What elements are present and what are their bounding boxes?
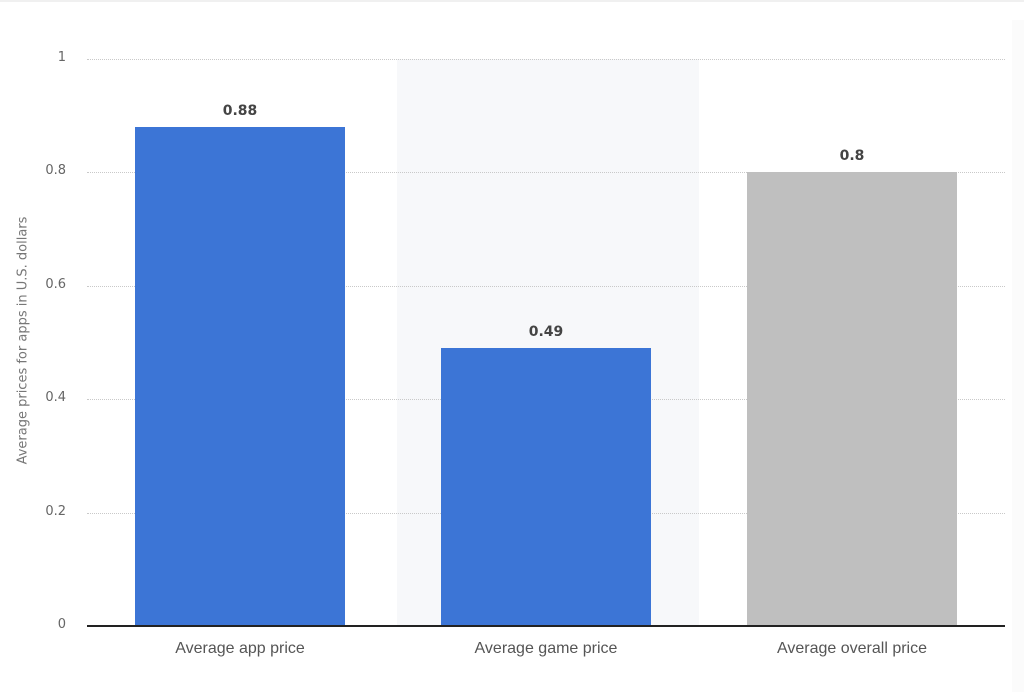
x-tick-label: Average app price [175, 640, 305, 657]
gridline [87, 59, 1005, 60]
y-axis-label: Average prices for apps in U.S. dollars [15, 216, 31, 465]
x-axis-line [87, 625, 1005, 627]
y-tick-label: 1 [57, 50, 66, 65]
y-tick-label: 0.6 [45, 277, 66, 292]
bar-value-label: 0.49 [528, 324, 564, 340]
bar-average-app-price[interactable] [135, 127, 345, 626]
right-edge-panel [1012, 20, 1024, 692]
gridline [87, 286, 1005, 287]
x-tick-label: Average game price [474, 640, 618, 657]
y-tick-label: 0.2 [45, 504, 66, 519]
gridline [87, 172, 1005, 173]
bar-average-overall-price[interactable] [747, 172, 957, 626]
y-tick-label: 0 [57, 617, 66, 632]
bar-value-label: 0.88 [222, 103, 258, 119]
bar-average-game-price[interactable] [441, 348, 651, 626]
top-border [0, 0, 1024, 2]
y-tick-label: 0.4 [45, 390, 66, 405]
bar-value-label: 0.8 [839, 148, 865, 164]
x-tick-label: Average overall price [776, 640, 927, 657]
y-tick-label: 0.8 [45, 163, 66, 178]
